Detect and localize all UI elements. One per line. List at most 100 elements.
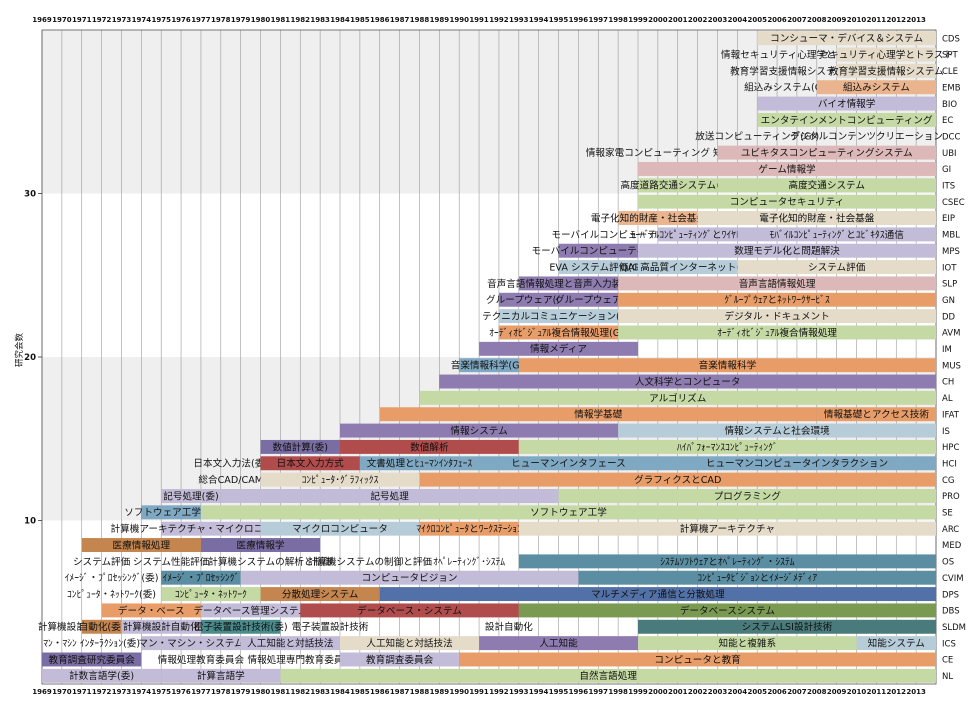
bar-label-hci-4: ヒューマンコンピュータインタラクション	[706, 459, 888, 470]
top-year-1991: 1991	[469, 16, 489, 24]
bar-label-arc-3: 計算機アーキテクチャ	[680, 523, 775, 535]
row-code-cle: CLE	[942, 67, 958, 77]
bar-label-sldm-2: 計算機設計自動化	[123, 621, 200, 633]
bar-label-cvim-0: ｲﾒｰｼﾞ・ﾌﾟﾛｾｯｼﾝｸﾞ(委)	[65, 572, 159, 584]
top-year-2012: 2012	[887, 16, 907, 24]
bar-label-gn-0: グループウェア(Gr)	[486, 294, 571, 306]
y-axis-title: 研究会数	[14, 333, 25, 368]
top-year-1978: 1978	[211, 16, 231, 24]
bottom-year-1981: 1981	[271, 688, 291, 696]
bottom-year-1984: 1984	[330, 688, 350, 696]
top-year-2006: 2006	[767, 16, 787, 24]
bar-bio-0	[757, 96, 936, 111]
bar-se-1	[200, 505, 936, 520]
row-code-se: SE	[942, 509, 953, 519]
bar-label-pro-6: 記号処理	[370, 490, 409, 502]
top-year-1992: 1992	[489, 16, 509, 24]
bar-label-sldm-1: 自動化(委)	[79, 621, 125, 633]
bar-label-dbs-3: データベースシステム	[680, 605, 775, 617]
bar-dbs-0	[101, 603, 201, 618]
top-year-2002: 2002	[688, 16, 708, 24]
bar-ubi-1	[717, 145, 936, 160]
top-year-1986: 1986	[370, 16, 390, 24]
bar-dbs-2	[300, 603, 519, 618]
bar-label-ch-0: 人文科学とコンピュータ	[635, 376, 741, 388]
bar-label-iot-0: EVA システム評価(Gr)	[549, 261, 647, 273]
bar-its-1	[717, 178, 936, 193]
bar-dps-1	[161, 587, 261, 602]
bottom-year-1975: 1975	[151, 688, 171, 696]
top-year-1982: 1982	[291, 16, 311, 24]
bar-mbl-2	[737, 227, 936, 242]
bar-label-se-1: ソフトウェア工学	[530, 507, 607, 519]
bar-nl-0	[42, 668, 162, 683]
bottom-year-1997: 1997	[589, 688, 609, 696]
bottom-year-2003: 2003	[708, 688, 728, 696]
bottom-year-1970: 1970	[52, 688, 72, 696]
y-tick-30: 30	[24, 190, 36, 200]
bottom-year-2006: 2006	[767, 688, 787, 696]
bar-label-ec-0: エンタテインメントコンピューティング	[761, 114, 933, 126]
bottom-year-1978: 1978	[211, 688, 231, 696]
top-year-axis: 1969 1970 1971 1972 1973 1974 1975 1976 1977 1978…	[32, 16, 926, 24]
bar-is-1	[618, 423, 936, 438]
row-code-ce: CE	[942, 656, 953, 666]
bar-ics-5	[638, 636, 857, 651]
bottom-year-1988: 1988	[410, 688, 430, 696]
bar-nl-2	[280, 668, 936, 683]
top-year-2013: 2013	[906, 16, 926, 24]
bar-ce-3	[340, 652, 460, 667]
bar-label-ce-1: 情報処理教育委員会	[158, 654, 245, 666]
bar-eip-1	[697, 211, 936, 225]
bar-iot-1	[638, 260, 738, 275]
bar-avm-1	[618, 325, 936, 340]
bottom-year-1973: 1973	[112, 688, 132, 696]
bar-im-0	[479, 341, 638, 356]
bar-al-0	[419, 390, 936, 405]
bar-label-arc-1: マイクロコンピュータ	[292, 524, 388, 535]
bar-label-cg-2: グラフィクスとCAD	[634, 474, 721, 486]
bar-hci-1	[260, 456, 360, 471]
bar-label-sldm-5: 設計自動化	[485, 621, 533, 633]
bar-label-ce-3: 教育調査委員会	[366, 654, 434, 666]
bar-label-avm-1: ｵｰﾃﾞｨｵﾋﾞｼﾞｭｱﾙ複合情報処理	[717, 327, 837, 339]
top-year-1995: 1995	[549, 16, 569, 24]
bottom-year-2001: 2001	[668, 688, 688, 696]
row-code-hci: HCI	[942, 459, 957, 469]
bar-med-0	[81, 538, 201, 552]
row-code-mps: MPS	[942, 247, 960, 257]
bar-label-dps-2: 分散処理システム	[282, 588, 358, 600]
bottom-year-1983: 1983	[310, 688, 330, 696]
bar-label-slp-0: 音声言語情報処理と音声入力装置(Gr)	[487, 278, 650, 290]
bar-dbs-3	[518, 603, 936, 618]
bar-hci-3	[479, 456, 658, 471]
bar-label-gi-0: ゲーム情報学	[758, 163, 816, 175]
row-code-ch: CH	[942, 378, 954, 388]
bottom-year-1991: 1991	[469, 688, 489, 696]
bar-label-is-1: 情報システムと社会環境	[724, 425, 830, 437]
bar-label-ics-3: 人工知能と対話技法	[366, 638, 453, 650]
row-code-dcc: DCC	[942, 132, 960, 142]
top-year-1988: 1988	[410, 16, 430, 24]
bar-label-ics-0: ﾏﾝ・ﾏｼﾝ ｲﾝﾀｰﾗｸｼｮﾝ(委)	[43, 638, 140, 650]
bar-label-emb-0: 組込みシステム(Gr)	[744, 82, 830, 94]
top-year-1993: 1993	[509, 16, 529, 24]
row-code-eip: EIP	[942, 214, 955, 224]
bar-label-dbs-0: データ・ベース	[118, 605, 185, 617]
bar-label-dd-1: デジタル・ドキュメント	[724, 311, 829, 323]
bar-label-cle-1: 教育学習支援情報システム	[829, 65, 944, 77]
bottom-year-1994: 1994	[529, 688, 549, 696]
top-year-1997: 1997	[589, 16, 609, 24]
bar-dps-2	[260, 587, 380, 602]
top-year-1996: 1996	[569, 16, 589, 24]
bar-ec-0	[757, 112, 936, 127]
bar-ics-4	[479, 636, 638, 651]
bottom-year-1985: 1985	[350, 688, 370, 696]
bar-label-ubi-1: ユビキタスコンピューティングシステム	[741, 147, 913, 159]
bar-spt-1	[836, 47, 936, 62]
y-tick-10: 10	[24, 517, 36, 527]
bar-label-dps-1: ｺﾝﾋﾟｭｰﾀ・ﾈｯﾄﾜｰｸ	[175, 589, 247, 600]
bar-label-its-0: 高度道路交通システム(Gr)	[620, 180, 735, 192]
bar-dps-3	[379, 587, 936, 602]
bar-pro-4	[558, 489, 936, 503]
